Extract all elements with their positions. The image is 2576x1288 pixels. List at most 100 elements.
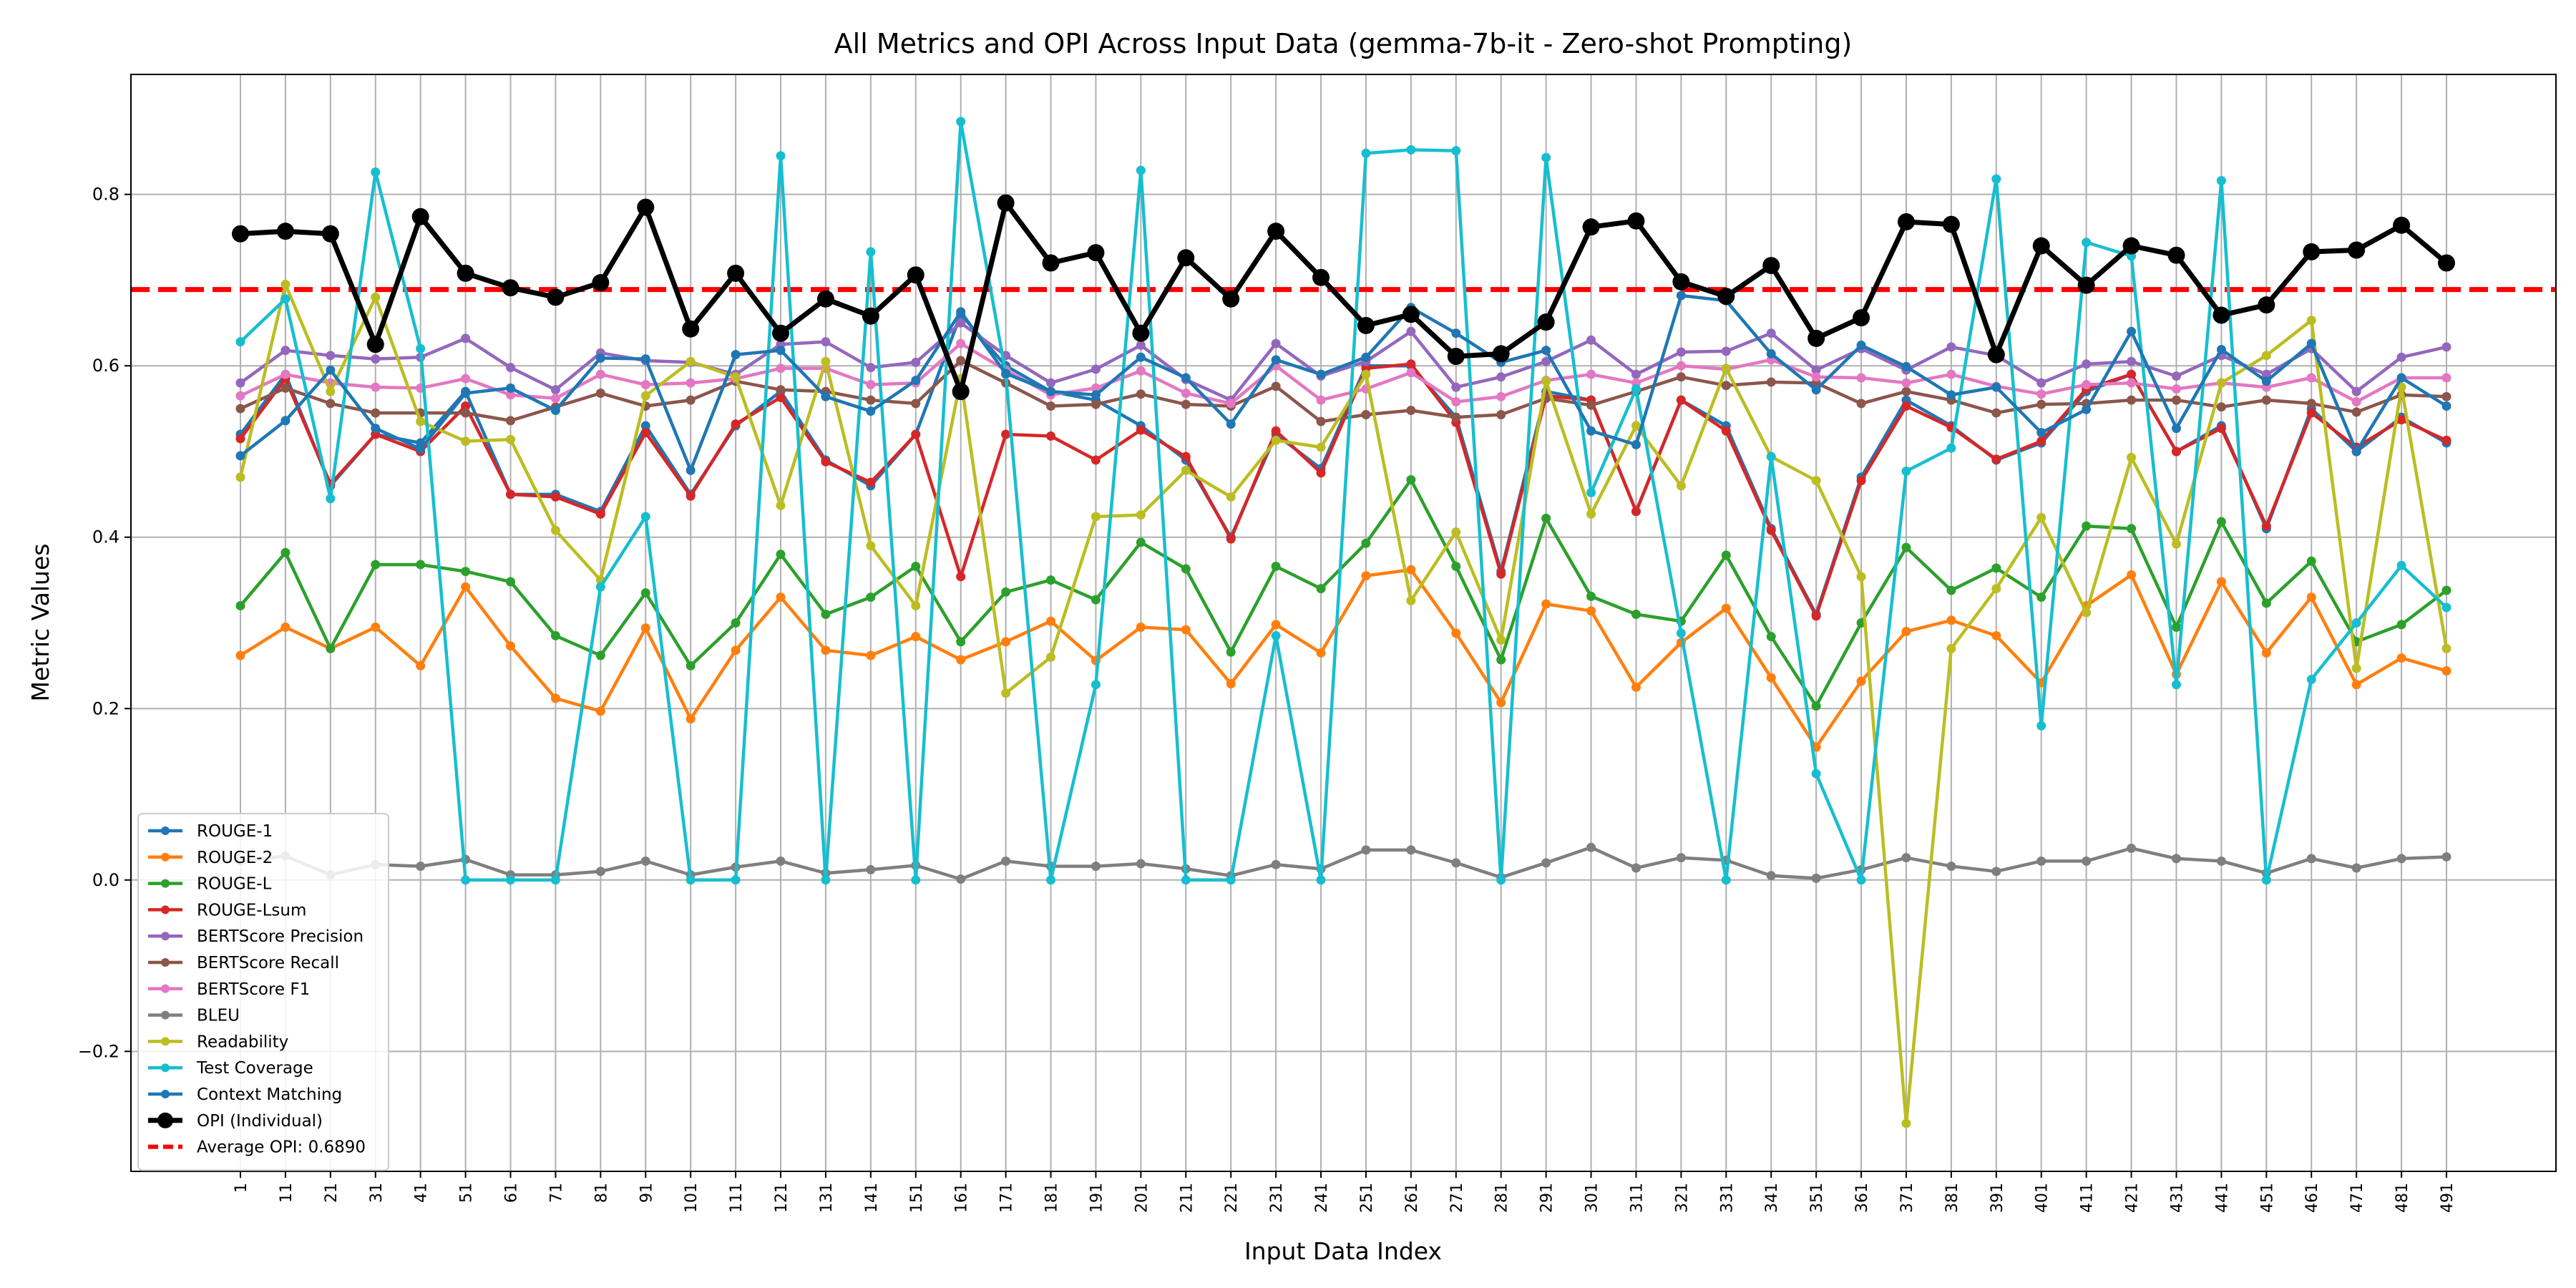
x-tick-label: 281 bbox=[1493, 1183, 1511, 1213]
data-point bbox=[2438, 254, 2455, 272]
data-point bbox=[1361, 845, 1371, 855]
data-point bbox=[911, 632, 921, 642]
data-point bbox=[1586, 400, 1596, 410]
data-point bbox=[1406, 845, 1416, 855]
data-point bbox=[997, 194, 1015, 212]
x-tick-label: 361 bbox=[1853, 1183, 1871, 1213]
data-point bbox=[776, 393, 786, 403]
data-point bbox=[1001, 429, 1011, 439]
data-point bbox=[1451, 397, 1461, 407]
data-point bbox=[371, 382, 381, 392]
data-point bbox=[1091, 364, 1101, 374]
data-point bbox=[461, 567, 471, 577]
data-point bbox=[2441, 401, 2451, 411]
data-point bbox=[1627, 212, 1645, 230]
data-point bbox=[1267, 223, 1285, 240]
data-point bbox=[1946, 443, 1956, 453]
legend-label: ROUGE-1 bbox=[197, 822, 273, 841]
series-layer bbox=[232, 117, 2455, 1128]
data-point bbox=[776, 346, 786, 356]
data-point bbox=[1901, 386, 1911, 396]
data-point bbox=[1631, 369, 1641, 379]
data-point bbox=[1541, 346, 1551, 356]
data-point bbox=[1766, 632, 1776, 642]
data-point bbox=[956, 307, 966, 317]
data-point bbox=[1856, 399, 1866, 409]
legend-label: BERTScore F1 bbox=[197, 980, 310, 999]
data-point bbox=[1991, 382, 2001, 392]
y-tick-label: 0.6 bbox=[92, 356, 119, 376]
data-point bbox=[1136, 510, 1146, 520]
data-point bbox=[461, 875, 471, 885]
data-point bbox=[2261, 351, 2271, 361]
x-tick-label: 31 bbox=[368, 1183, 386, 1203]
data-point bbox=[1451, 146, 1461, 156]
data-point bbox=[595, 389, 605, 399]
data-point bbox=[2032, 237, 2050, 255]
data-point bbox=[1361, 352, 1371, 362]
data-point bbox=[2082, 521, 2092, 531]
data-point bbox=[1316, 416, 1326, 426]
data-point bbox=[550, 875, 560, 885]
data-point bbox=[371, 408, 381, 418]
data-point bbox=[326, 494, 336, 504]
data-point bbox=[1091, 383, 1101, 393]
data-point bbox=[1946, 342, 1956, 352]
data-point bbox=[1136, 340, 1146, 350]
data-point bbox=[731, 419, 741, 429]
data-point bbox=[1316, 648, 1326, 658]
data-point bbox=[1496, 372, 1506, 382]
data-point bbox=[956, 572, 966, 582]
series-rouge-l bbox=[235, 474, 2451, 711]
legend-label: ROUGE-Lsum bbox=[197, 901, 306, 919]
data-point bbox=[2351, 863, 2361, 873]
data-point bbox=[2396, 653, 2406, 663]
data-point bbox=[461, 389, 471, 399]
data-point bbox=[2127, 843, 2137, 853]
data-point bbox=[1136, 165, 1146, 175]
data-point bbox=[821, 645, 831, 655]
data-point bbox=[1811, 769, 1821, 779]
legend-label: Context Matching bbox=[197, 1085, 342, 1104]
data-point bbox=[2393, 216, 2411, 234]
data-point bbox=[235, 378, 245, 388]
data-point bbox=[416, 660, 426, 670]
data-point bbox=[1541, 858, 1551, 868]
x-axis-label: Input Data Index bbox=[1244, 1237, 1442, 1265]
data-point bbox=[1541, 513, 1551, 523]
data-point bbox=[640, 623, 650, 633]
data-point bbox=[550, 405, 560, 415]
x-tick-label: 181 bbox=[1043, 1183, 1061, 1213]
data-point bbox=[2441, 602, 2451, 613]
data-point bbox=[1046, 575, 1056, 585]
data-point bbox=[2306, 556, 2316, 566]
data-point bbox=[232, 225, 249, 243]
data-point bbox=[911, 601, 921, 611]
data-point bbox=[2351, 386, 2361, 396]
data-point bbox=[1451, 412, 1461, 422]
data-point bbox=[550, 693, 560, 703]
data-point bbox=[686, 395, 696, 405]
data-point bbox=[866, 406, 876, 416]
chart-title: All Metrics and OPI Across Input Data (g… bbox=[834, 28, 1853, 59]
data-point bbox=[1987, 346, 2005, 364]
data-point bbox=[1901, 1118, 1911, 1128]
x-tick-label: 81 bbox=[592, 1183, 610, 1203]
data-point bbox=[1132, 324, 1150, 342]
data-point bbox=[686, 875, 696, 885]
data-point bbox=[1001, 637, 1011, 647]
data-point bbox=[595, 650, 605, 660]
data-point bbox=[2441, 666, 2451, 676]
data-point bbox=[1451, 628, 1461, 638]
data-point bbox=[1091, 680, 1101, 690]
data-point bbox=[866, 395, 876, 405]
data-point bbox=[1586, 509, 1596, 519]
data-point bbox=[371, 354, 381, 364]
legend-marker bbox=[161, 1090, 170, 1098]
data-point bbox=[776, 592, 786, 602]
data-point bbox=[2216, 344, 2226, 354]
data-point bbox=[1451, 858, 1461, 868]
data-point bbox=[1766, 871, 1776, 881]
data-point bbox=[1451, 527, 1461, 537]
data-point bbox=[816, 290, 834, 308]
